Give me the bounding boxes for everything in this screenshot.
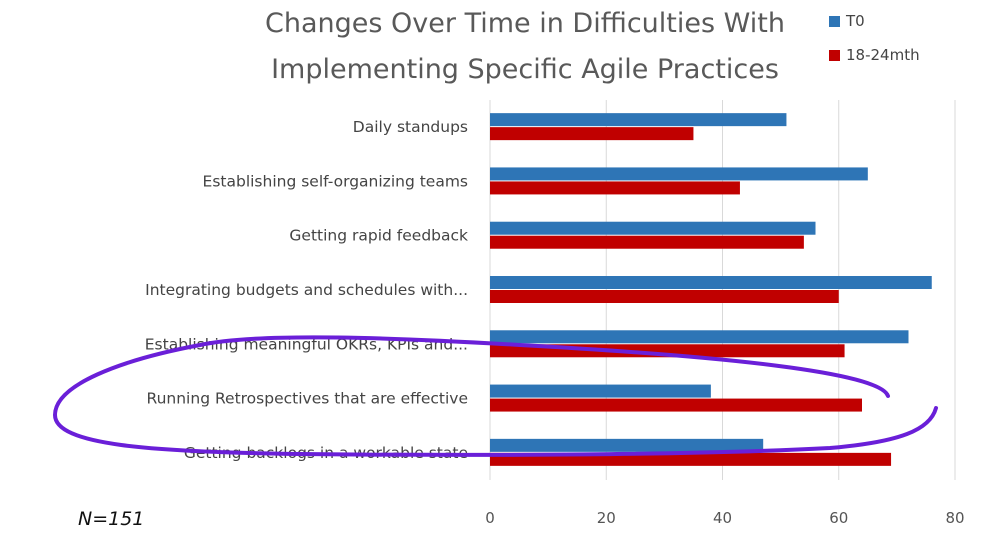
category-label: Getting rapid feedback: [289, 227, 468, 245]
bars: [490, 113, 932, 466]
legend-label: T0: [845, 12, 865, 30]
bar-t0: [490, 330, 909, 344]
category-label: Establishing self-organizing teams: [203, 172, 468, 190]
x-tick-label: 80: [945, 509, 964, 527]
x-axis-ticks: 0 20 40 60 80: [485, 509, 964, 527]
bar-18-24mth: [490, 235, 804, 249]
sample-size-note: N=151: [78, 508, 144, 530]
category-label: Running Retrospectives that are effectiv…: [147, 390, 468, 408]
chart-title-line-2: Implementing Specific Agile Practices: [271, 54, 779, 85]
category-labels: Daily standups Establishing self-organizi…: [145, 118, 468, 462]
bar-t0: [490, 276, 932, 289]
chart-title: Changes Over Time in Difficulties With I…: [265, 8, 785, 85]
x-tick-label: 20: [597, 509, 616, 527]
bar-t0: [490, 113, 787, 127]
bar-18-24mth: [490, 127, 694, 141]
bar-18-24mth: [490, 181, 740, 195]
x-tick-label: 40: [713, 509, 732, 527]
bar-t0: [490, 221, 816, 235]
bar-18-24mth: [490, 290, 839, 303]
legend-swatch: [829, 50, 840, 61]
category-label: Integrating budgets and schedules with..…: [145, 281, 468, 299]
x-tick-label: 60: [829, 509, 848, 527]
legend-label: 18-24mth: [846, 46, 920, 64]
bar-t0: [490, 384, 711, 398]
hand-drawn-highlight-circle: [53, 335, 938, 457]
bar-t0: [490, 167, 868, 181]
x-tick-label: 0: [485, 509, 495, 527]
legend: T0 18-24mth: [829, 12, 920, 64]
bar-t0: [490, 438, 764, 452]
legend-swatch: [829, 16, 840, 27]
chart-title-line-1: Changes Over Time in Difficulties With: [265, 8, 785, 39]
bar-18-24mth: [490, 398, 862, 412]
category-label: Daily standups: [353, 118, 468, 136]
